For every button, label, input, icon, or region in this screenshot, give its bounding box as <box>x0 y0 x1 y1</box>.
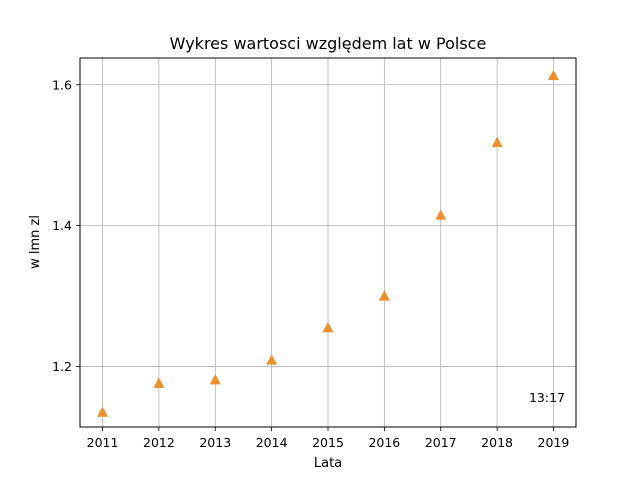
y-tick-label: 1.6 <box>52 77 72 92</box>
grid <box>80 58 576 427</box>
x-tick-label: 2012 <box>143 435 175 450</box>
y-tick-label: 1.4 <box>52 218 72 233</box>
x-tick-label: 2013 <box>199 435 231 450</box>
data-point <box>266 354 278 365</box>
x-tick-label: 2016 <box>368 435 400 450</box>
data-point <box>97 406 109 417</box>
chart-title: Wykres wartosci względem lat w Polsce <box>170 34 487 53</box>
data-point <box>378 290 390 301</box>
y-axis-label: w lmn zl <box>28 215 43 269</box>
data-point <box>547 69 559 81</box>
x-tick-label: 2011 <box>87 435 119 450</box>
x-axis-label: Lata <box>314 456 342 471</box>
y-tick-label: 1.2 <box>52 359 72 374</box>
x-tick-label: 2017 <box>425 435 457 450</box>
data-point <box>153 377 165 388</box>
y-axis: 1.2 1.4 1.6 <box>52 77 80 374</box>
x-tick-label: 2015 <box>312 435 344 450</box>
x-tick-label: 2018 <box>481 435 513 450</box>
x-tick-label: 2014 <box>256 435 288 450</box>
data-point <box>209 374 221 385</box>
data-point <box>491 136 503 148</box>
data-point <box>322 322 334 333</box>
data-points <box>97 69 559 417</box>
data-point <box>435 209 447 220</box>
x-axis: 2011 2012 2013 2014 2015 2016 2017 2018 2019 <box>87 427 570 450</box>
time-annotation: 13:17 <box>529 390 565 405</box>
x-tick-label: 2019 <box>538 435 570 450</box>
